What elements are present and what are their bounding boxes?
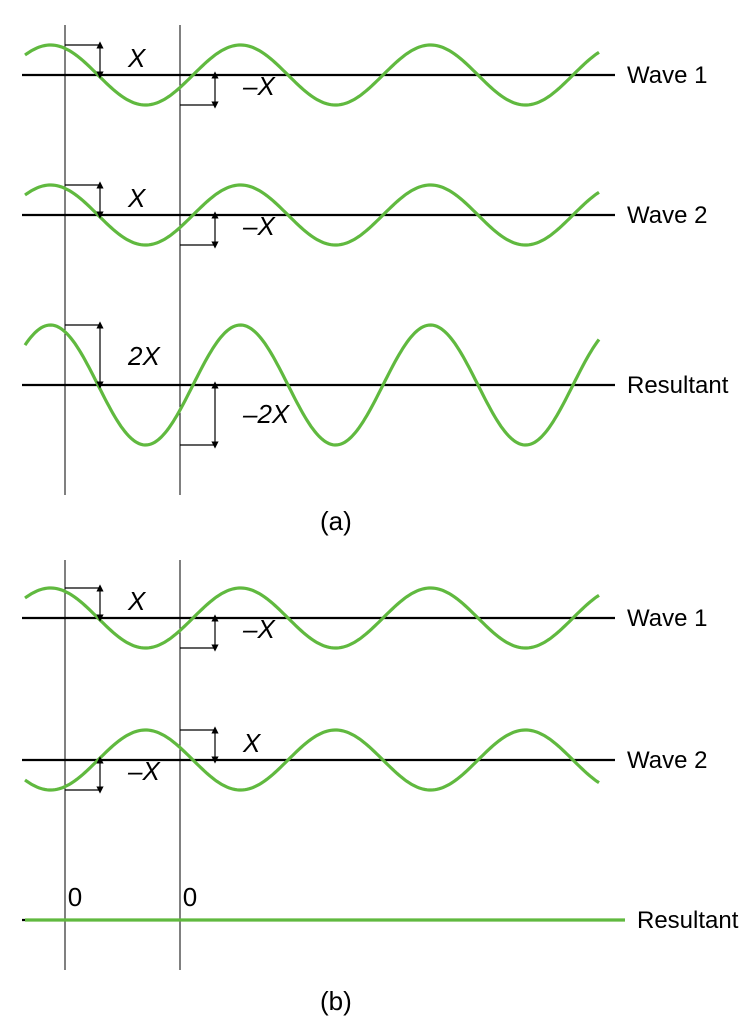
amplitude-label: –X: [242, 614, 276, 644]
interference-figure: Wave 1 X –X Wave 2 X –X Resultant 2X –2X Wave 1 X –…: [0, 0, 750, 1025]
resultant-label: Resultant: [637, 907, 739, 934]
amplitude-label: X: [127, 43, 147, 73]
panel-a-caption: (a): [320, 506, 352, 536]
amplitude-label: –X: [127, 756, 161, 786]
amplitude-label: X: [242, 728, 262, 758]
amplitude-label: –X: [242, 211, 276, 241]
amplitude-label: X: [127, 586, 147, 616]
panel-b-caption: (b): [320, 986, 352, 1016]
wave2-label: Wave 2: [627, 202, 707, 229]
amplitude-label: –X: [242, 71, 276, 101]
wave1-label: Wave 1: [627, 62, 707, 89]
zero-label: 0: [68, 882, 82, 912]
amplitude-label: 2X: [127, 341, 161, 371]
resultant-label: Resultant: [627, 372, 729, 399]
wave2-label: Wave 2: [627, 747, 707, 774]
amplitude-label: X: [127, 183, 147, 213]
zero-label: 0: [183, 882, 197, 912]
wave1-label: Wave 1: [627, 605, 707, 632]
amplitude-label: –2X: [242, 399, 291, 429]
